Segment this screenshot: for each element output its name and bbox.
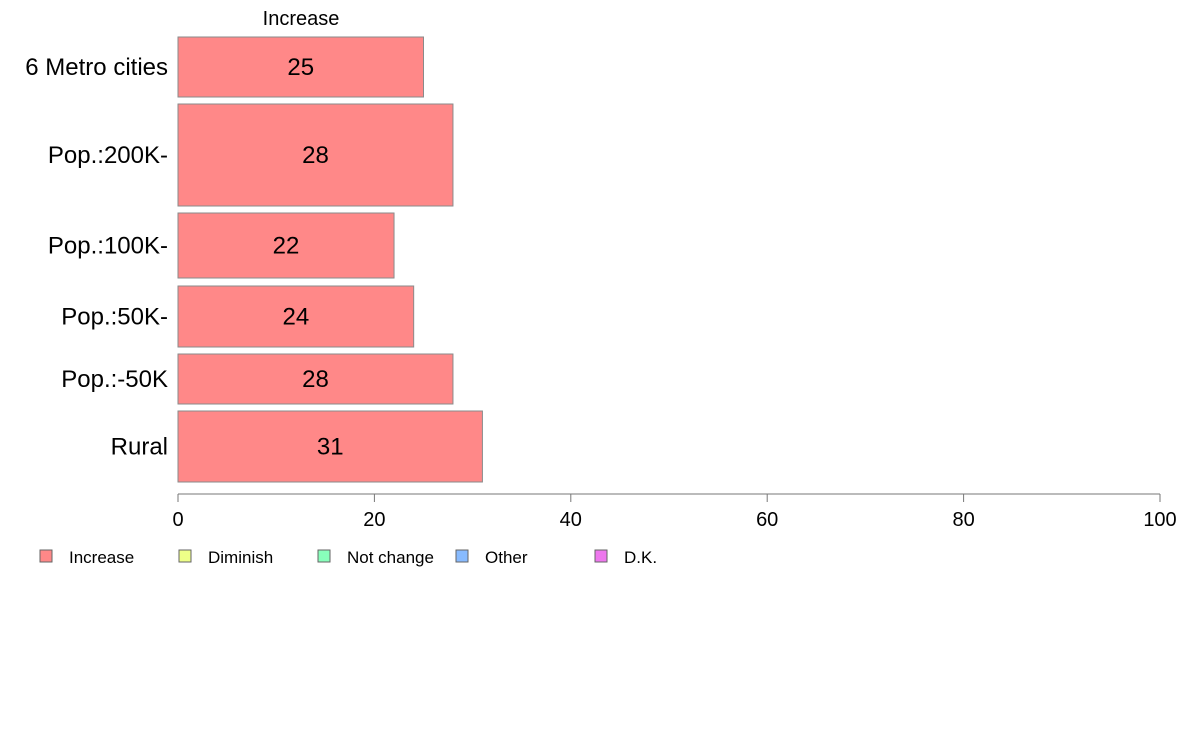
category-label: Pop.:-50K: [61, 366, 168, 393]
bar-value-label: 24: [282, 304, 309, 331]
x-tick-label: 100: [1143, 509, 1176, 531]
bar: [177, 353, 454, 405]
x-tick-label: 60: [756, 509, 778, 531]
x-tick-label: 80: [952, 509, 974, 531]
legend-swatch: [39, 549, 53, 563]
legend-label: Not change: [347, 548, 434, 567]
segment-title: Increase: [263, 8, 340, 30]
x-tick-label: 0: [172, 509, 183, 531]
bar: [177, 212, 395, 279]
legend-swatch: [455, 549, 469, 563]
category-label: Pop.:50K-: [61, 304, 168, 331]
category-label: Pop.:200K-: [48, 142, 168, 169]
x-tick-label: 20: [363, 509, 385, 531]
category-label: Rural: [111, 434, 168, 461]
legend-swatch: [594, 549, 608, 563]
legend-label: D.K.: [624, 548, 657, 567]
legend-label: Increase: [69, 548, 134, 567]
bar-value-label: 22: [273, 233, 300, 260]
bar: [177, 36, 424, 98]
bar-value-label: 31: [317, 434, 344, 461]
bar-group: 25 28 22 24 28 31: [177, 36, 483, 483]
x-axis: 0 20 40 60 80 100: [172, 493, 1177, 531]
legend-label: Other: [485, 548, 528, 567]
category-labels: 6 Metro cities Pop.:200K- Pop.:100K- Pop.:5…: [25, 54, 168, 461]
legend-label: Diminish: [208, 548, 273, 567]
legend-swatch: [317, 549, 331, 563]
bar-value-label: 28: [302, 142, 329, 169]
bar: [177, 103, 454, 207]
bar: [177, 410, 483, 483]
bar-value-label: 28: [302, 366, 329, 393]
bar: [177, 285, 415, 348]
legend-swatch: [178, 549, 192, 563]
bar-value-label: 25: [287, 54, 314, 81]
legend: Increase Diminish Not change Other D.K.: [39, 548, 657, 567]
category-label: 6 Metro cities: [25, 54, 168, 81]
x-tick-label: 40: [560, 509, 582, 531]
category-label: Pop.:100K-: [48, 233, 168, 260]
